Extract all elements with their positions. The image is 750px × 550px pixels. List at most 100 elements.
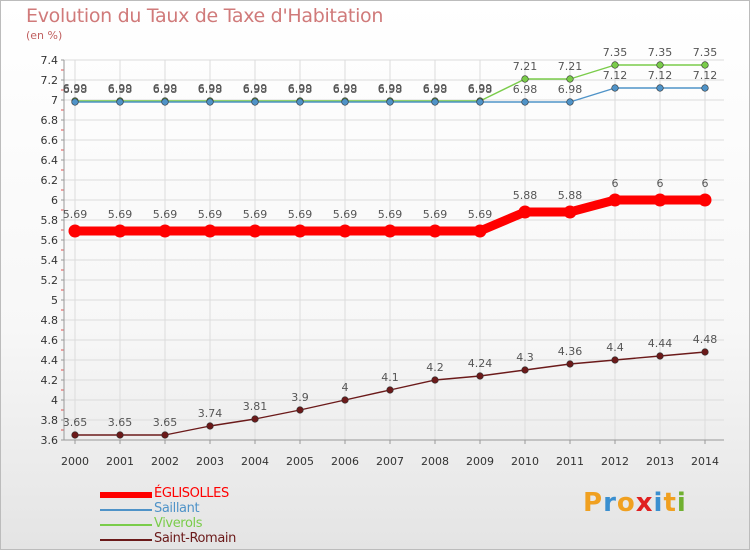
data-point	[476, 98, 484, 106]
data-label: 6.98	[153, 83, 178, 96]
data-point	[521, 75, 529, 83]
data-label: 4.2	[426, 361, 444, 374]
data-label: 5.69	[108, 208, 133, 221]
y-tick-label: 4	[51, 394, 58, 407]
data-point	[116, 98, 124, 106]
x-tick-label: 2012	[601, 455, 629, 468]
data-label: 3.65	[153, 416, 178, 429]
data-label: 6.98	[243, 83, 268, 96]
data-label: 5.69	[243, 208, 268, 221]
data-point	[251, 98, 259, 106]
data-label: 3.65	[108, 416, 133, 429]
data-point	[158, 224, 172, 238]
data-label: 7.35	[603, 46, 628, 59]
x-tick-label: 2005	[286, 455, 314, 468]
data-label: 6.98	[333, 83, 358, 96]
y-tick-label: 6.4	[41, 154, 59, 167]
data-point	[608, 193, 622, 207]
data-label: 4.48	[693, 333, 718, 346]
data-point	[611, 61, 619, 69]
y-tick-label: 6.2	[41, 174, 59, 187]
legend-swatch	[100, 539, 152, 541]
x-tick-label: 2010	[511, 455, 539, 468]
y-tick-label: 4.2	[41, 374, 59, 387]
data-label: 3.74	[198, 407, 223, 420]
data-point	[563, 205, 577, 219]
data-label: 4.4	[606, 341, 624, 354]
data-label: 3.81	[243, 400, 268, 413]
data-label: 6.98	[513, 83, 538, 96]
y-tick-label: 7.2	[41, 74, 59, 87]
data-point	[161, 98, 169, 106]
data-point	[656, 352, 664, 360]
y-tick-label: 3.8	[41, 414, 59, 427]
data-label: 6.99	[288, 82, 313, 95]
data-label: 6.99	[243, 82, 268, 95]
x-tick-label: 2003	[196, 455, 224, 468]
chart-title: Evolution du Taux de Taxe d'Habitation	[26, 5, 384, 27]
data-point	[566, 98, 574, 106]
data-point	[293, 224, 307, 238]
x-tick-label: 2013	[646, 455, 674, 468]
data-label: 3.65	[63, 416, 88, 429]
axes	[61, 59, 724, 444]
data-point	[386, 386, 394, 394]
data-label: 4.24	[468, 357, 493, 370]
data-point	[473, 224, 487, 238]
data-point	[698, 193, 712, 207]
data-point	[341, 98, 349, 106]
data-label: 6.98	[63, 83, 88, 96]
legend-swatch	[100, 509, 152, 511]
data-label: 6.99	[378, 82, 403, 95]
data-label: 6	[612, 177, 619, 190]
x-tick-label: 2006	[331, 455, 359, 468]
data-point	[566, 75, 574, 83]
data-label: 5.69	[63, 208, 88, 221]
data-point	[161, 431, 169, 439]
data-point	[71, 431, 79, 439]
data-point	[386, 98, 394, 106]
logo-letter: x	[635, 488, 654, 518]
data-label: 7.12	[693, 69, 718, 82]
logo-letter: i	[676, 488, 687, 518]
data-point	[203, 224, 217, 238]
logo-letter: r	[603, 488, 617, 518]
data-point	[521, 98, 529, 106]
legend-swatch	[100, 524, 152, 526]
data-point	[338, 224, 352, 238]
data-label: 7.21	[513, 60, 538, 73]
data-point	[206, 422, 214, 430]
logo-letter: i	[653, 488, 664, 518]
data-label: 5.88	[558, 189, 583, 202]
data-label: 6.99	[63, 82, 88, 95]
data-label: 3.9	[291, 391, 309, 404]
data-label: 5.69	[333, 208, 358, 221]
x-tick-label: 2009	[466, 455, 494, 468]
logo-letter: t	[663, 488, 677, 518]
data-label: 6	[702, 177, 709, 190]
y-tick-label: 5.4	[41, 254, 59, 267]
x-tick-label: 2007	[376, 455, 404, 468]
legend-label: Saint-Romain	[154, 531, 236, 546]
data-point	[566, 360, 574, 368]
data-label: 6.98	[423, 83, 448, 96]
data-label: 4	[342, 381, 349, 394]
legend-swatch	[100, 492, 152, 498]
data-label: 7.35	[648, 46, 673, 59]
data-point	[476, 372, 484, 380]
data-label: 6.99	[333, 82, 358, 95]
data-point	[383, 224, 397, 238]
data-point	[341, 396, 349, 404]
data-label: 5.69	[378, 208, 403, 221]
logo-letter: o	[616, 488, 636, 518]
data-point	[113, 224, 127, 238]
data-label: 6.99	[468, 82, 493, 95]
legend-label: ÉGLISOLLES	[154, 486, 229, 501]
data-label: 5.69	[198, 208, 223, 221]
data-label: 4.3	[516, 351, 534, 364]
data-label: 6	[657, 177, 664, 190]
x-tick-label: 2001	[106, 455, 134, 468]
y-tick-label: 7	[51, 94, 58, 107]
